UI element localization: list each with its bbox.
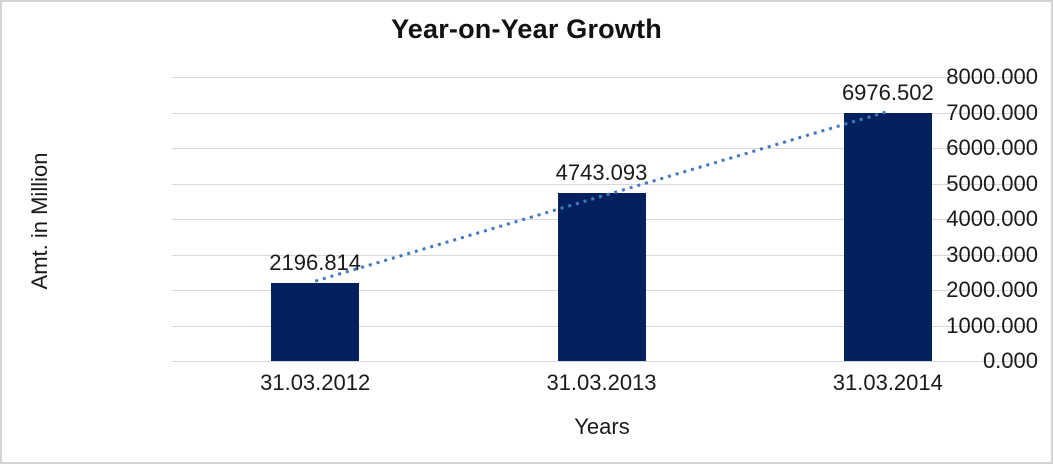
plot-area: 2196.814 4743.093 6976.502	[172, 77, 1031, 362]
y-axis-tick-label: 7000.000	[946, 99, 1038, 125]
trendline	[314, 110, 889, 283]
bar-31.03.2012	[271, 283, 360, 361]
y-axis-tick-label: 1000.000	[946, 312, 1038, 338]
gridline	[172, 77, 1031, 78]
gridline	[172, 112, 1031, 114]
chart-title: Year-on-Year Growth	[391, 14, 662, 44]
x-axis-tick-label: 31.03.2012	[260, 370, 371, 395]
data-label: 4743.093	[555, 159, 648, 185]
x-axis-tick-label: 31.03.2014	[832, 370, 943, 395]
y-axis-title: Amt. in Million	[27, 152, 52, 290]
x-axis-title: Years	[574, 414, 630, 439]
y-axis-tick-label: 3000.000	[946, 241, 1038, 267]
y-axis-tick-label: 8000.000	[946, 64, 1038, 89]
trendline-layer	[314, 110, 889, 283]
y-axis-tick-label: 2000.000	[946, 277, 1038, 302]
data-label: 6976.502	[841, 80, 934, 106]
y-axis-tick-label: 5000.000	[946, 170, 1038, 196]
bar-31.03.2014	[843, 113, 932, 361]
y-axis-tick-label: 0.000	[982, 348, 1038, 373]
gridline	[172, 361, 1031, 362]
x-axis-tick-label: 31.03.2013	[546, 370, 657, 395]
gridline	[172, 183, 1031, 185]
y-axis-tick-label: 4000.000	[946, 206, 1038, 231]
y-axis-tick-label: 6000.000	[946, 135, 1038, 160]
bar-31.03.2013	[557, 192, 646, 361]
gridline	[172, 148, 1031, 149]
